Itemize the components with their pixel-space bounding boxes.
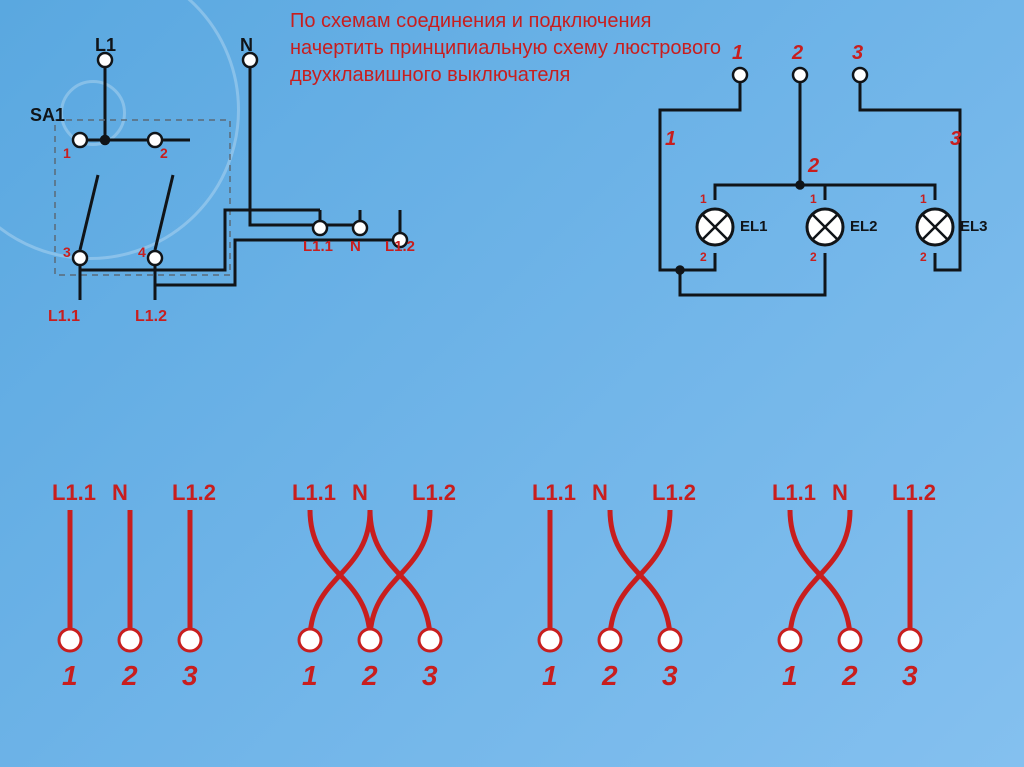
label-t1: 1: [63, 145, 71, 161]
label-out-l12: L1.2: [385, 238, 415, 255]
switch-diagram: [20, 30, 440, 350]
perm-bottom-label: 1: [542, 660, 558, 692]
perm-variant: [530, 500, 750, 670]
label-sa1: SA1: [30, 105, 65, 126]
label-out-n: N: [350, 238, 361, 255]
perm-bottom-label: 2: [842, 660, 858, 692]
perm-bottom-label: 1: [302, 660, 318, 692]
el3-t2: 2: [920, 250, 927, 264]
branch-2: 2: [808, 155, 819, 178]
label-t2: 2: [160, 145, 168, 161]
perm-bottom-label: 3: [422, 660, 438, 692]
label-n: N: [240, 35, 253, 56]
el1-t2: 2: [700, 250, 707, 264]
label-t3: 3: [63, 244, 71, 260]
el1-name: EL1: [740, 218, 768, 235]
label-bot-l12: L1.2: [135, 308, 167, 326]
perm-bottom-label: 3: [662, 660, 678, 692]
el2-t1: 1: [810, 192, 817, 206]
perm-bottom-label: 2: [362, 660, 378, 692]
el1-t1: 1: [700, 192, 707, 206]
perm-bottom-label: 3: [182, 660, 198, 692]
label-l1: L1: [95, 35, 116, 56]
el3-t1: 1: [920, 192, 927, 206]
perm-bottom-label: 2: [602, 660, 618, 692]
branch-1: 1: [665, 128, 676, 151]
label-out-l11: L1.1: [303, 238, 333, 255]
el2-t2: 2: [810, 250, 817, 264]
lamp-diagram: [640, 35, 1000, 355]
lamp-top-3: 3: [852, 42, 863, 65]
perm-bottom-label: 1: [62, 660, 78, 692]
perm-bottom-label: 1: [782, 660, 798, 692]
el3-name: EL3: [960, 218, 988, 235]
perm-variant: [770, 500, 990, 670]
perm-bottom-label: 3: [902, 660, 918, 692]
lamp-top-2: 2: [792, 42, 803, 65]
el2-name: EL2: [850, 218, 878, 235]
lamp-top-1: 1: [732, 42, 743, 65]
perm-bottom-label: 2: [122, 660, 138, 692]
perm-variant: [290, 500, 510, 670]
label-t4: 4: [138, 244, 146, 260]
label-bot-l11: L1.1: [48, 308, 80, 326]
branch-3: 3: [950, 128, 961, 151]
perm-variant: [50, 500, 270, 670]
